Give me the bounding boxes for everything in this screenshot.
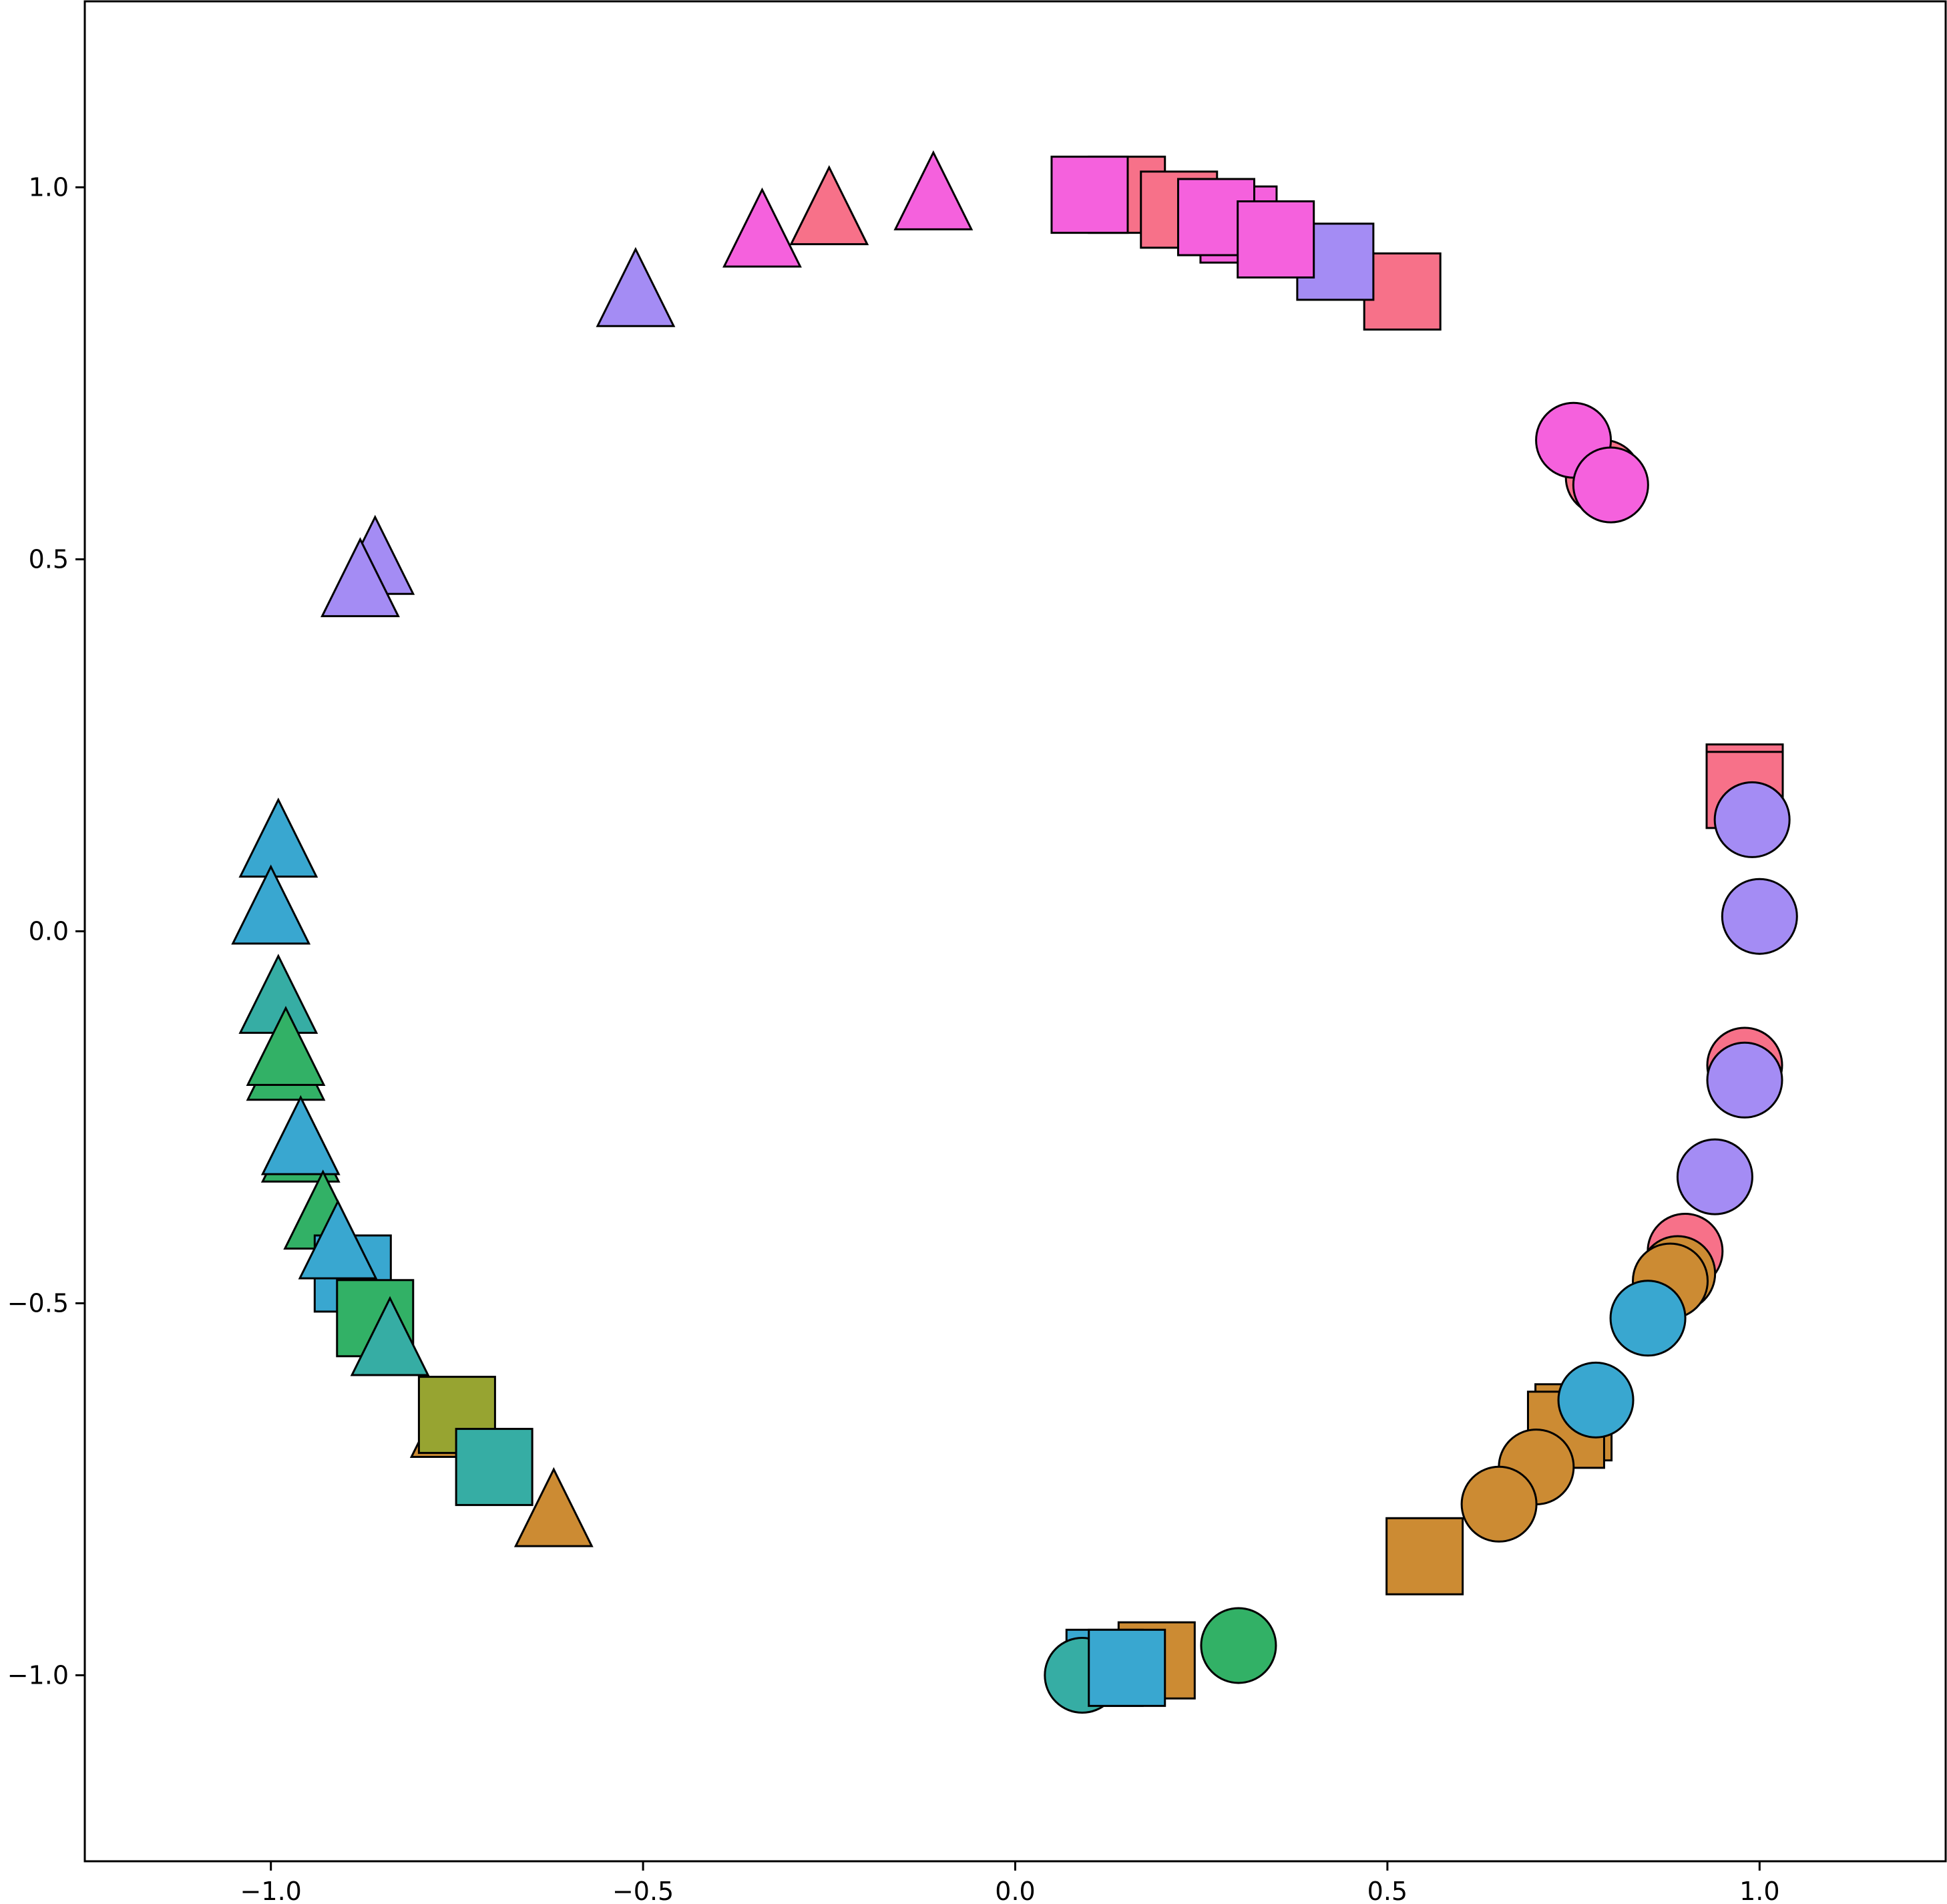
y-tick-label: 0.5 [29,545,69,574]
scatter-point-blue-triangle [238,797,318,878]
x-tick-label: 0.0 [995,1877,1035,1904]
scatter-point-purple-triangle [320,537,400,618]
scatter-point-blue-triangle [298,1199,378,1280]
scatter-point-blue-triangle [231,864,311,945]
scatter-point-purple-triangle [596,246,676,327]
scatter-point-orange-triangle [513,1467,594,1547]
scatter-point-purple-circle [1706,1041,1783,1119]
x-tick-label: −0.5 [612,1877,674,1904]
scatter-point-pink-triangle [722,187,802,268]
y-tick-label: 1.0 [29,173,69,202]
scatter-point-red-triangle [789,165,869,246]
scatter-point-pink-square [1237,200,1315,278]
scatter-point-purple-circle [1676,1138,1753,1215]
scatter-point-purple-circle [1721,878,1798,955]
x-tick-label: −1.0 [240,1877,302,1904]
scatter-point-blue-square [1088,1628,1166,1707]
y-tick-label: −0.5 [7,1289,69,1318]
scatter-point-red-square [1363,252,1442,331]
markers-layer [231,150,1798,1714]
scatter-point-pink-square [1050,156,1129,234]
scatter-point-green-circle [1200,1607,1277,1684]
scatter-point-teal-square [455,1428,533,1507]
scatter-point-purple-circle [1713,781,1791,858]
x-tick-label: 0.5 [1367,1877,1408,1904]
y-tick-label: 0.0 [29,917,69,946]
y-tick-label: −1.0 [7,1661,69,1690]
scatter-point-blue-triangle [260,1095,341,1175]
scatter-point-pink-triangle [893,150,974,230]
x-tick-label: 1.0 [1739,1877,1779,1904]
scatter-point-pink-circle [1572,446,1649,524]
scatter-point-blue-circle [1609,1280,1687,1357]
scatter-point-blue-circle [1557,1361,1635,1439]
scatter-point-teal-triangle [350,1296,430,1376]
scatter-point-green-triangle [246,1006,326,1086]
axes-layer: −1.0 −0.5 0.0 0.5 1.0 −1.0 −0.5 0.0 0.5 1.0 [7,0,1947,1904]
scatter-point-orange-square [1385,1517,1464,1595]
plot-frame [83,0,1947,1863]
scatter-point-orange-circle [1460,1465,1538,1543]
